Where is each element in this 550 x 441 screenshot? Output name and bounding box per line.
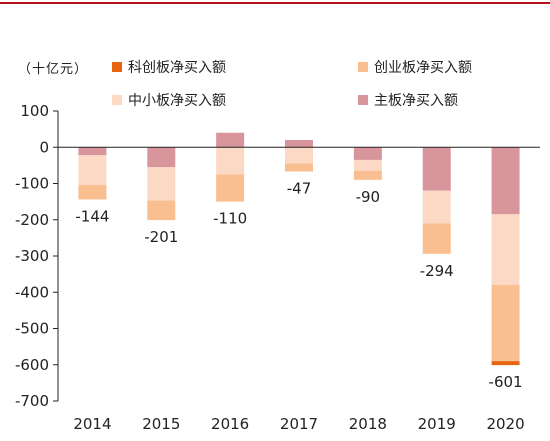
bar-segment <box>285 163 313 172</box>
bar-segment <box>147 167 176 201</box>
bar-segment <box>422 190 451 224</box>
bar-segment <box>285 140 313 148</box>
bar-segment <box>491 147 520 215</box>
y-tick-label: 100 <box>20 102 49 120</box>
unit-label: （十亿元） <box>18 62 89 77</box>
x-tick-label: 2015 <box>142 415 180 433</box>
bar-segment <box>78 184 107 200</box>
legend-item-sme-board: 中小板净买入额 <box>112 90 226 110</box>
legend-swatch-sme-board <box>112 95 122 105</box>
bar-segment <box>491 361 520 366</box>
bar-segment <box>78 147 107 156</box>
bar-segment <box>216 132 245 148</box>
bar-segment <box>353 147 382 160</box>
x-tick-label: 2014 <box>73 415 111 433</box>
x-tick-label: 2016 <box>211 415 249 433</box>
legend-label-sme-board: 中小板净买入额 <box>128 93 226 109</box>
legend-item-chinext: 创业板净买入额 <box>358 57 472 77</box>
legend-label-star-market: 科创板净买入额 <box>128 60 226 76</box>
y-tick-label: -600 <box>15 356 49 374</box>
legend-item-star-market: 科创板净买入额 <box>112 57 226 77</box>
y-tick-label: -400 <box>15 283 49 301</box>
x-tick-label: 2020 <box>486 415 524 433</box>
legend-swatch-chinext <box>358 62 368 72</box>
x-tick-label: 2018 <box>349 415 387 433</box>
bar-segment <box>147 147 176 168</box>
x-tick-label: 2019 <box>418 415 456 433</box>
y-tick-label: -200 <box>15 211 49 229</box>
y-tick-label: -700 <box>15 392 49 410</box>
legend-swatch-main-board <box>358 95 368 105</box>
bar-segment <box>353 170 382 180</box>
y-tick-label: -100 <box>15 175 49 193</box>
total-data-label: -90 <box>356 188 381 206</box>
y-tick-label: 0 <box>39 138 49 156</box>
y-tick-label: -500 <box>15 320 49 338</box>
top-rule <box>0 2 550 4</box>
x-tick-label: 2017 <box>280 415 318 433</box>
legend-label-main-board: 主板净买入额 <box>374 93 458 109</box>
bar-segment <box>422 223 451 254</box>
total-data-label: -110 <box>213 210 247 228</box>
total-data-label: -47 <box>287 180 312 198</box>
bar-segment <box>491 214 520 285</box>
legend-label-chinext: 创业板净买入额 <box>374 60 472 76</box>
bar-segment <box>353 159 382 171</box>
legend-swatch-star-market <box>112 62 122 72</box>
bar-segment <box>216 174 245 202</box>
bar-segment <box>285 147 313 164</box>
total-data-label: -144 <box>75 207 109 225</box>
bar-segment <box>422 147 451 191</box>
y-tick-label: -300 <box>15 247 49 265</box>
bar-segment <box>216 147 245 175</box>
total-data-label: -294 <box>420 262 454 280</box>
legend-item-main-board: 主板净买入额 <box>358 90 458 110</box>
bar-segment <box>78 155 107 185</box>
bar-segment <box>147 200 176 221</box>
bar-segment <box>491 285 520 362</box>
total-data-label: -201 <box>144 228 178 246</box>
total-data-label: -601 <box>489 373 523 391</box>
